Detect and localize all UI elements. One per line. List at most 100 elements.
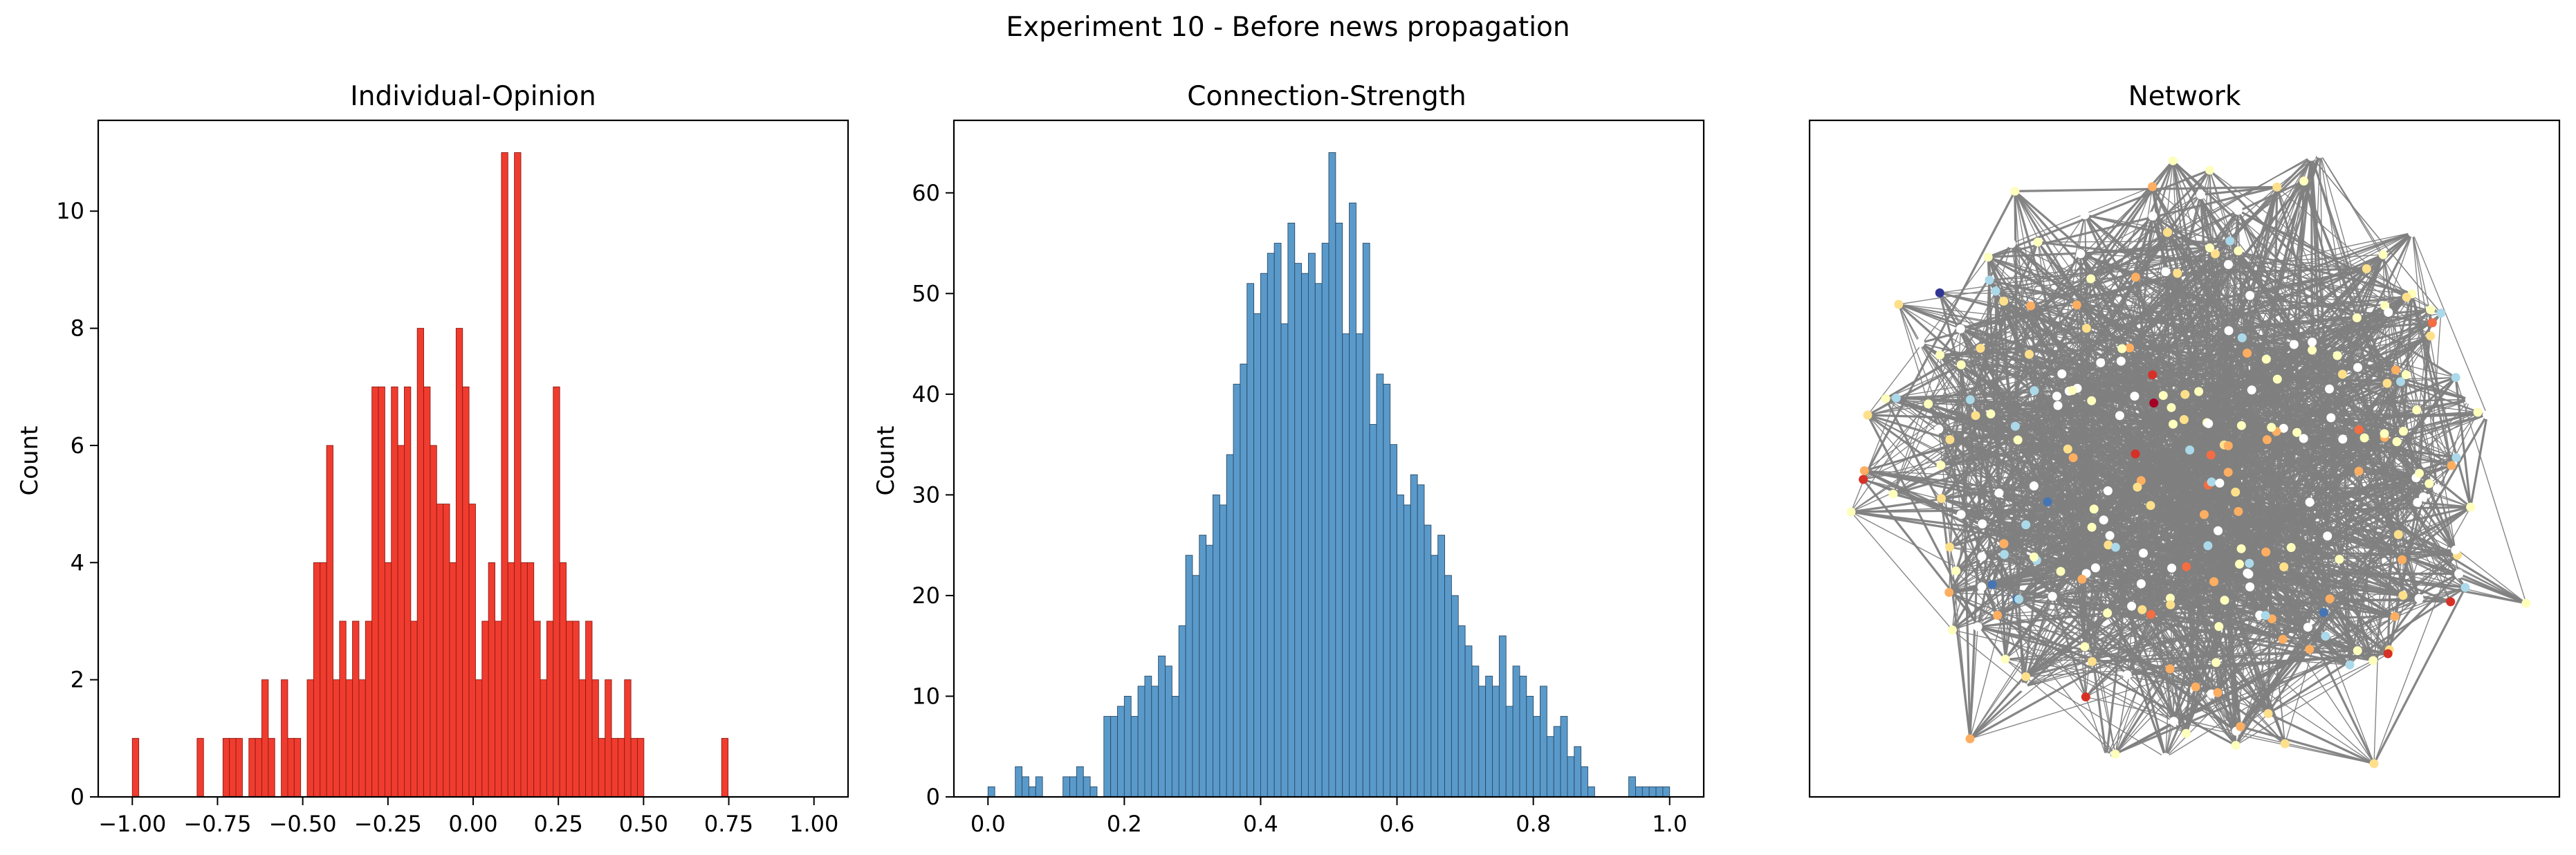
network-node [2299,434,2308,443]
opinion-bar [507,562,515,798]
network-node [1985,275,1994,285]
network-edge [1940,421,2207,467]
opinion-bar [559,562,567,798]
network-node [1956,324,1965,333]
network-node [2398,591,2408,600]
network-node [2116,356,2126,366]
opinion-y-tick-label: 0 [71,784,84,810]
network-node [2325,594,2335,604]
network-edge [2091,527,2097,568]
network-node [2286,543,2296,552]
network-node [2033,237,2043,247]
opinion-x-tick-label: −1.00 [98,811,166,837]
network-node [1846,507,1856,517]
network-edge [2086,573,2236,746]
opinion-bar [578,679,587,798]
network-edge [2090,215,2153,279]
network-node [2436,309,2446,318]
strength-bar [1498,635,1507,798]
network-nodes [1846,149,2531,769]
network-node [2211,658,2221,668]
opinion-bar [358,679,366,798]
strength-bar [1253,313,1261,798]
network-node [2205,243,2214,252]
strength-bar [1151,686,1159,798]
network-node [2451,545,2460,555]
network-node [2378,250,2388,259]
strength-bar [1526,696,1534,798]
network-edge [2238,250,2466,588]
network-node [2433,484,2442,493]
network-edge [2080,253,2312,343]
opinion-bar [229,737,237,798]
opinion-bar [391,386,398,798]
network-node [1888,489,1898,499]
opinion-y-axis-label: Count [16,426,44,496]
network-node [2261,547,2271,557]
network-edge [2227,445,2527,604]
network-edge [2308,554,2458,628]
opinion-x-tick-label: −0.25 [354,811,422,837]
network-node [1863,410,1873,420]
network-node [2418,492,2428,502]
network-edge [2025,501,2310,678]
network-edge [2108,544,2395,618]
network-node [2101,753,2111,762]
opinion-bar [293,737,302,798]
network-edge [2081,579,2108,758]
network-node [2237,333,2247,342]
network-edge [2036,535,2328,561]
network-node [2010,186,2020,196]
network-edge [1987,169,2211,259]
opinion-bar [326,445,333,798]
network-node [1971,411,1980,421]
strength-bar [1301,273,1309,798]
network-node [2225,236,2235,246]
network-edge [1898,304,1961,330]
strength-y-tick-label: 50 [912,280,940,306]
network-node [2185,445,2195,454]
opinion-bar [268,737,275,798]
network-edge [2198,391,2205,515]
network-edge [2084,646,2086,697]
network-edge [2373,587,2467,764]
network-node [2305,497,2315,507]
network-edge [1977,612,2108,628]
opinion-x-tick-label: 0.50 [619,811,668,837]
network-node [2321,632,2330,641]
opinion-bar [540,679,547,798]
network-node [1999,539,2009,549]
network-edge [2177,267,2367,275]
network-edge [2401,506,2472,561]
network-edge [2171,424,2197,688]
strength-bar [1655,786,1664,798]
network-node [1859,475,1868,484]
network-node [2412,405,2422,415]
strength-bar [1485,675,1493,798]
opinion-bar [611,737,618,798]
strength-bar [1321,243,1330,798]
strength-bar [1390,444,1397,798]
network-node [2382,378,2392,388]
opinion-bar [333,679,340,798]
network-node [2103,608,2113,618]
network-node [2137,605,2147,614]
network-node [2272,182,2282,192]
network-edge [2275,296,2408,432]
network-edge [2115,297,2407,548]
network-node [2081,692,2090,701]
opinion-bar [248,737,256,798]
opinion-bar [404,386,412,798]
network-node [2305,645,2315,654]
network-node [2352,313,2362,322]
strength-bar [1165,665,1172,798]
strength-bar [1628,776,1636,798]
network-edge [1898,304,1929,405]
network-node [2163,228,2172,237]
opinion-bar [416,328,425,798]
network-edge [2014,191,2016,427]
network-node [2053,401,2063,410]
network-edge [2080,253,2220,627]
strength-bar [1430,555,1439,798]
network-edge [2135,423,2174,455]
